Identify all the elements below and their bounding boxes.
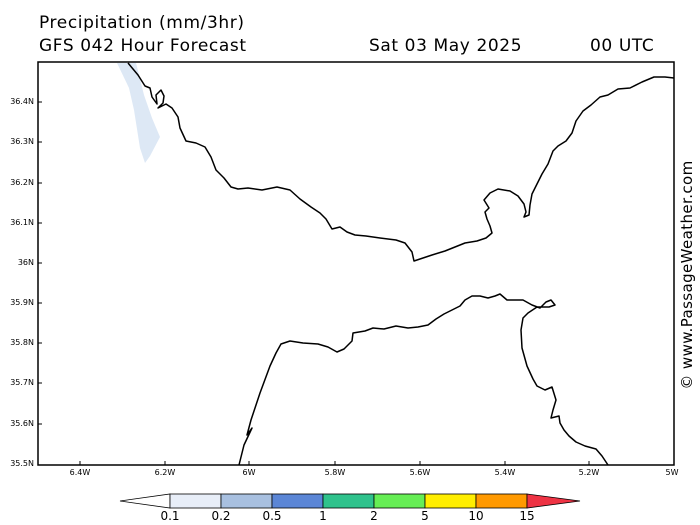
lat-label: 35.9N <box>10 298 34 307</box>
axis-ticks <box>38 101 590 465</box>
lat-label: 35.8N <box>10 338 34 347</box>
lon-label: 6.2W <box>154 468 176 477</box>
lat-label: 36.1N <box>10 218 34 227</box>
colorbar-label: 0.5 <box>262 509 282 523</box>
forecast-model: GFS 042 Hour Forecast <box>39 36 247 56</box>
lon-label: 6.4W <box>69 468 91 477</box>
colorbar-label: 5 <box>421 509 429 523</box>
lat-label: 36N <box>17 258 34 267</box>
lat-label: 36.3N <box>10 137 34 146</box>
lat-label: 36.4N <box>10 97 34 106</box>
lon-label: 5.4W <box>494 468 516 477</box>
lon-label: 5.8W <box>324 468 346 477</box>
lon-label: 6W <box>242 468 256 477</box>
colorbar-label: 0.2 <box>211 509 231 523</box>
lon-label: 5W <box>665 468 679 477</box>
coastline-spain <box>127 62 675 262</box>
lon-label: 5.6W <box>409 468 431 477</box>
forecast-time: 00 UTC <box>590 36 655 56</box>
copyright-notice: © www.PassageWeather.com <box>677 150 697 400</box>
map-frame <box>37 61 675 466</box>
copyright-text: © www.PassageWeather.com <box>678 160 696 390</box>
colorbar-label: 0.1 <box>160 509 180 523</box>
lat-label: 36.2N <box>10 178 34 187</box>
coastline-morocco <box>238 293 609 466</box>
map-title: Precipitation (mm/3hr) <box>39 13 245 33</box>
precip-colorbar <box>119 493 581 509</box>
colorbar-label: 15 <box>519 509 535 523</box>
lat-label: 35.6N <box>10 419 34 428</box>
lon-label: 5.2W <box>578 468 600 477</box>
lat-label: 35.5N <box>10 459 34 468</box>
lat-label: 35.7N <box>10 378 34 387</box>
forecast-date: Sat 03 May 2025 <box>369 36 523 56</box>
colorbar-label: 2 <box>370 509 378 523</box>
colorbar-label: 10 <box>468 509 484 523</box>
colorbar-label: 1 <box>319 509 327 523</box>
precip-area <box>117 63 160 163</box>
